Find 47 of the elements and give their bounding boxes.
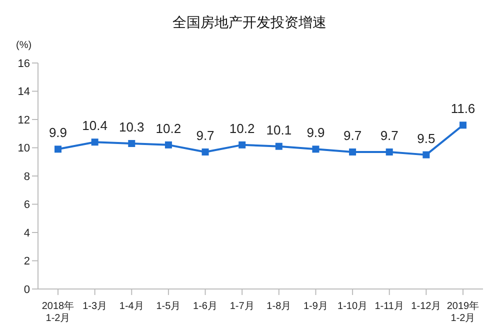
data-label: 11.6 <box>450 101 476 116</box>
point <box>312 146 320 153</box>
data-label: 9.7 <box>380 128 398 143</box>
y-tick-label: 2 <box>24 256 30 268</box>
data-label: 9.9 <box>306 125 325 140</box>
y-tick-label: 10 <box>18 142 30 155</box>
x-tick-label: 1-4月 <box>119 301 144 312</box>
y-tick-label: 8 <box>24 170 30 183</box>
point <box>238 141 246 148</box>
y-tick-label: 12 <box>18 114 30 126</box>
data-label: 10.2 <box>229 120 255 136</box>
x-tick-label: 1-3月 <box>82 301 108 312</box>
x-tick-label: 1-5月 <box>156 301 181 312</box>
data-label: 9.7 <box>344 128 362 143</box>
x-tick-label: 1-11月 <box>374 301 404 312</box>
x-tick-label: 2019年 1-2月 <box>446 300 480 324</box>
x-tick-label: 1-7月 <box>230 301 254 312</box>
point <box>164 141 172 148</box>
point <box>54 146 62 153</box>
y-tick-label: 16 <box>18 58 30 70</box>
x-tick-label: 2018年 1-2月 <box>42 300 74 324</box>
data-label: 9.9 <box>48 125 68 140</box>
y-tick-label: 4 <box>24 227 30 240</box>
point <box>460 122 466 129</box>
y-tick-label: 0 <box>24 284 30 296</box>
point <box>128 140 136 148</box>
y-tick-label: 14 <box>18 86 30 98</box>
chart-title: 全国房地产开发投资增速 <box>172 14 328 32</box>
data-label: 10.4 <box>82 118 108 134</box>
data-label: 10.1 <box>266 122 292 138</box>
x-tick-label: 1-9月 <box>304 301 328 312</box>
y-axis-title: (%) <box>16 40 32 51</box>
y-tick-label: 6 <box>24 199 30 212</box>
data-label: 10.3 <box>118 120 144 135</box>
point <box>349 148 356 156</box>
x-tick-label: 1-6月 <box>193 301 218 312</box>
point <box>91 138 98 146</box>
point <box>422 151 430 158</box>
data-label: 9.5 <box>417 130 436 146</box>
data-label: 9.7 <box>196 128 214 143</box>
point <box>386 148 393 156</box>
x-tick-label: 1-12月 <box>411 301 442 312</box>
data-label: 10.2 <box>156 120 182 136</box>
point <box>202 148 209 156</box>
x-tick-label: 1-8月 <box>266 301 292 312</box>
x-tick-label: 1-10月 <box>338 301 368 312</box>
point <box>275 142 282 150</box>
